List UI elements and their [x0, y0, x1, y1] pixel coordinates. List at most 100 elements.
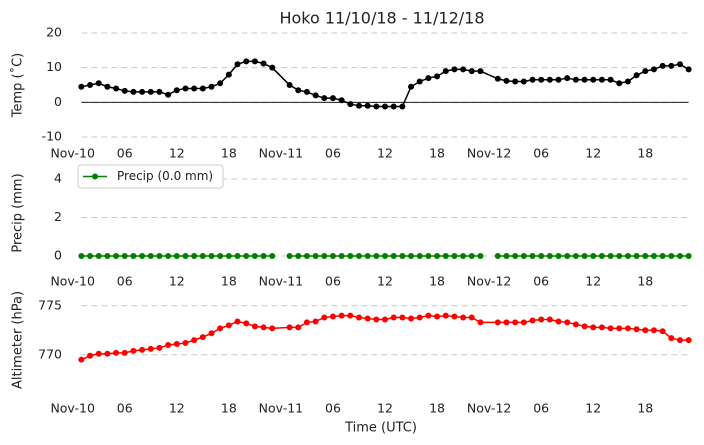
data-point — [442, 252, 449, 259]
data-point — [503, 319, 510, 326]
data-point — [312, 92, 319, 99]
data-point — [104, 83, 111, 90]
data-point — [364, 315, 371, 322]
data-point — [217, 80, 224, 87]
data-point — [373, 316, 380, 323]
data-point — [616, 252, 623, 259]
data-point — [78, 356, 85, 363]
data-point — [312, 252, 319, 259]
data-point — [217, 252, 224, 259]
data-point — [546, 252, 553, 259]
data-line — [81, 60, 690, 108]
data-point — [121, 87, 128, 94]
data-point — [355, 252, 362, 259]
data-point — [477, 252, 484, 259]
data-point — [165, 341, 172, 348]
data-point — [650, 327, 657, 334]
data-point — [321, 314, 328, 321]
y-tick-label: 0 — [54, 247, 62, 262]
data-point — [555, 318, 562, 325]
data-point — [355, 314, 362, 321]
data-point — [408, 315, 415, 322]
x-tick-label: 12 — [585, 401, 601, 416]
data-point — [416, 78, 423, 85]
data-point — [269, 325, 276, 332]
data-point — [234, 61, 241, 68]
data-point — [382, 103, 389, 110]
x-tick-label: Nov-10 — [50, 274, 95, 289]
data-point — [251, 58, 258, 65]
y-tick-label: 4 — [54, 171, 62, 186]
data-point — [685, 252, 692, 259]
x-tick-label: Nov-11 — [259, 401, 303, 416]
data-point — [616, 325, 623, 332]
data-point — [338, 252, 345, 259]
data-point — [434, 73, 441, 80]
data-point — [520, 78, 527, 85]
data-point — [434, 252, 441, 259]
data-point — [130, 347, 137, 354]
y-axis-label: Temp (˚C) — [10, 53, 26, 119]
data-point — [364, 252, 371, 259]
data-point — [564, 252, 571, 259]
x-tick-label: 06 — [533, 274, 549, 289]
data-point — [156, 344, 163, 351]
data-point — [355, 102, 362, 109]
x-tick-label: Nov-12 — [467, 274, 511, 289]
data-point — [382, 316, 389, 323]
y-tick-label: 0 — [54, 94, 62, 109]
data-point — [685, 66, 692, 73]
data-point — [113, 349, 120, 356]
data-point — [512, 319, 519, 326]
data-point — [442, 68, 449, 75]
data-point — [538, 76, 545, 83]
data-point — [642, 68, 649, 75]
data-point — [460, 66, 467, 73]
data-point — [191, 337, 198, 344]
x-tick-label: Nov-12 — [467, 146, 511, 161]
data-point — [659, 328, 666, 335]
data-point — [139, 346, 146, 353]
data-point — [373, 252, 380, 259]
data-point — [512, 78, 519, 85]
data-point — [425, 252, 432, 259]
data-point — [225, 252, 232, 259]
data-point — [269, 252, 276, 259]
data-point — [260, 252, 267, 259]
y-tick-label: 775 — [38, 297, 62, 312]
x-tick-label: 18 — [221, 401, 237, 416]
x-tick-label: 12 — [169, 274, 185, 289]
data-point — [182, 85, 189, 92]
data-point — [78, 83, 85, 90]
x-tick-label: 12 — [377, 146, 393, 161]
data-point — [165, 91, 172, 98]
data-point — [477, 319, 484, 326]
data-point — [243, 320, 250, 327]
data-point — [390, 103, 397, 110]
data-point — [295, 252, 302, 259]
data-point — [225, 322, 232, 329]
data-point — [312, 318, 319, 325]
data-point — [494, 319, 501, 326]
data-point — [598, 252, 605, 259]
data-point — [286, 82, 293, 88]
data-point — [87, 82, 94, 88]
data-point — [676, 252, 683, 259]
data-point — [182, 252, 189, 259]
data-point — [598, 76, 605, 83]
data-point — [329, 95, 336, 102]
data-point — [156, 252, 163, 259]
data-point — [408, 252, 415, 259]
data-point — [624, 325, 631, 332]
data-point — [538, 252, 545, 259]
data-point — [468, 68, 475, 75]
data-point — [581, 252, 588, 259]
data-point — [130, 88, 137, 95]
x-tick-label: 18 — [637, 401, 653, 416]
data-point — [78, 252, 85, 259]
data-point — [191, 252, 198, 259]
y-tick-label: 20 — [46, 25, 62, 40]
data-point — [503, 252, 510, 259]
data-point — [425, 75, 432, 82]
data-point — [243, 252, 250, 259]
